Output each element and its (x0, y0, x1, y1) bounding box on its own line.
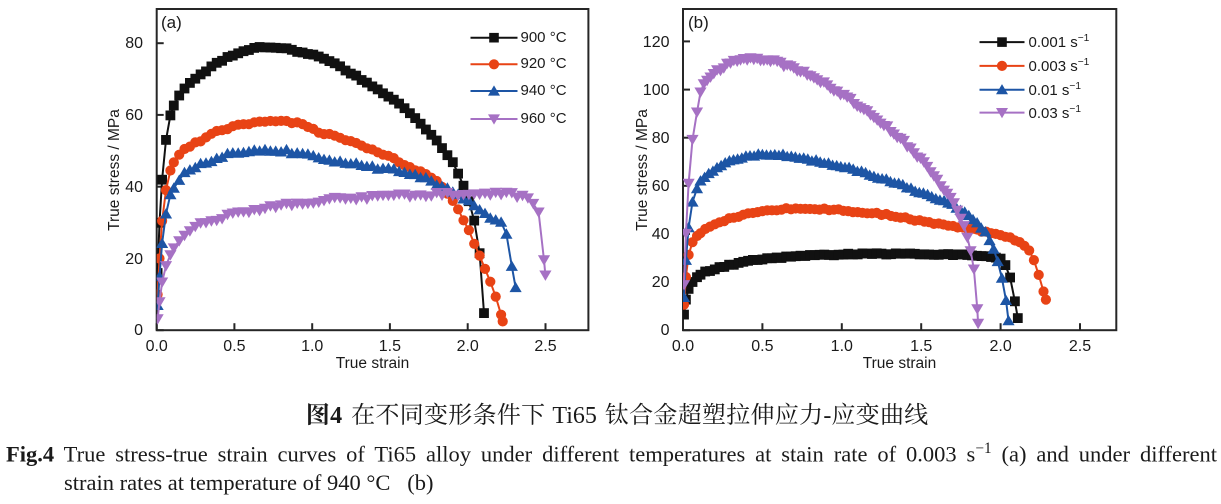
svg-text:Ti65: Ti65 (552, 403, 596, 429)
svg-text:4: 4 (330, 403, 342, 429)
svg-text:-: - (823, 403, 831, 429)
